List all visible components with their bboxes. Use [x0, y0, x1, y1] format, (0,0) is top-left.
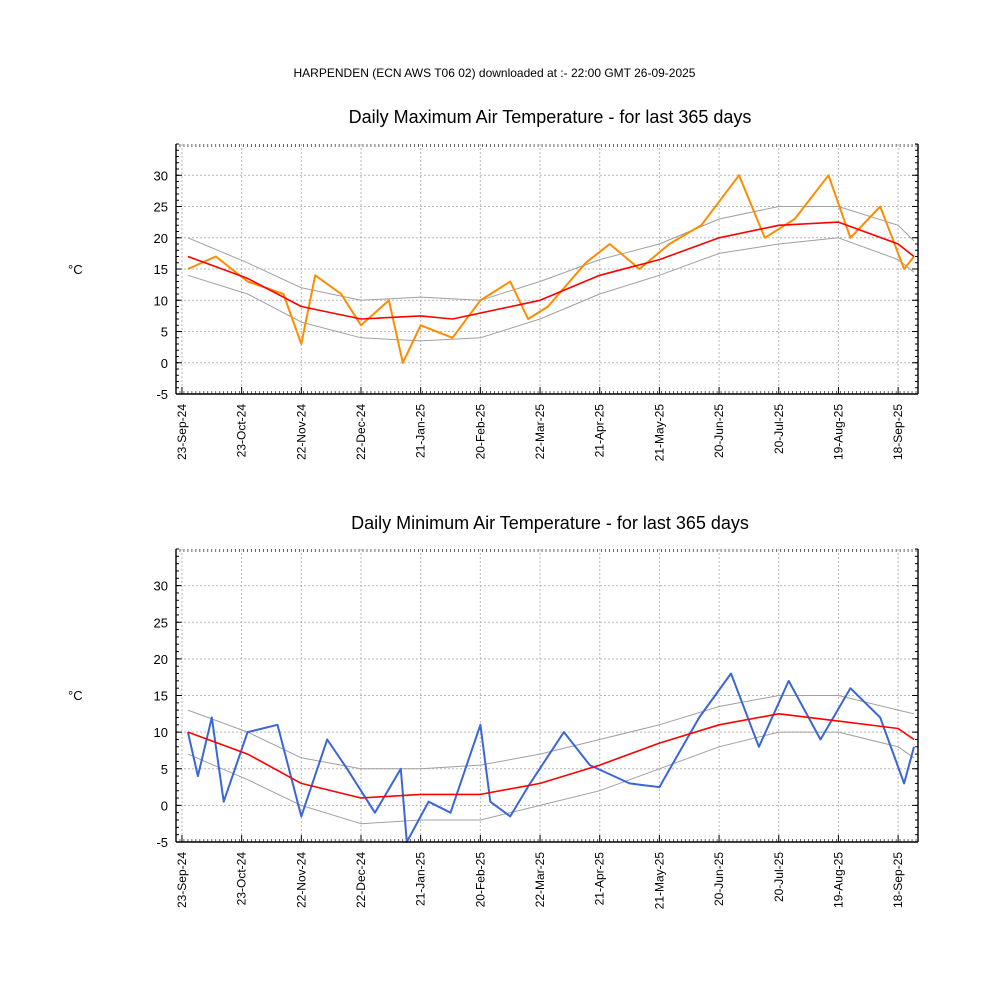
x-tick-label: 22-Dec-24 — [354, 404, 368, 460]
x-tick-label: 21-Jan-25 — [414, 852, 428, 906]
x-tick-label: 20-Jul-25 — [772, 404, 786, 454]
x-tick-label: 22-Nov-24 — [294, 852, 308, 908]
x-tick-label: 21-Apr-25 — [593, 852, 607, 906]
y-tick-label: -5 — [156, 835, 168, 850]
x-tick-label: 23-Sep-24 — [175, 404, 189, 460]
series-envelope-lower-line-max — [187, 237, 915, 342]
y-tick-label: 25 — [154, 200, 168, 215]
x-tick-label: 22-Dec-24 — [354, 852, 368, 908]
x-tick-label: 23-Sep-24 — [175, 852, 189, 908]
x-tick-label: 20-Feb-25 — [473, 404, 487, 460]
x-tick-label: 20-Jun-25 — [712, 852, 726, 906]
x-tick-label: 18-Sep-25 — [891, 852, 905, 908]
y-tick-label: -5 — [156, 387, 168, 402]
x-tick-label: 22-Mar-25 — [533, 404, 547, 460]
series-observed-line-min — [186, 672, 915, 843]
y-tick-label: 30 — [154, 168, 168, 183]
x-tick-label: 23-Oct-24 — [235, 852, 249, 906]
y-tick-label: 0 — [161, 798, 168, 813]
series-envelope-upper-line-min — [187, 695, 915, 770]
series-mean-line-max — [187, 221, 915, 320]
x-tick-label: 21-May-25 — [652, 404, 666, 462]
x-tick-label: 22-Nov-24 — [294, 404, 308, 460]
x-tick-label: 20-Feb-25 — [473, 852, 487, 908]
y-tick-label: 5 — [161, 762, 168, 777]
x-tick-label: 23-Oct-24 — [235, 404, 249, 458]
y-tick-label: 20 — [154, 231, 168, 246]
x-tick-label: 21-Jan-25 — [414, 404, 428, 458]
y-tick-label: 30 — [154, 579, 168, 594]
y-tick-label: 20 — [154, 652, 168, 667]
chart-title-max: Daily Maximum Air Temperature - for last… — [348, 107, 752, 127]
x-tick-label: 19-Aug-25 — [831, 852, 845, 908]
x-tick-label: 18-Sep-25 — [891, 404, 905, 460]
page-header: HARPENDEN (ECN AWS T06 02) downloaded at… — [293, 66, 696, 80]
x-tick-label: 22-Mar-25 — [533, 852, 547, 908]
series-observed-line-max — [187, 174, 915, 364]
chart-title-min: Daily Minimum Air Temperature - for last… — [351, 513, 749, 533]
series-mean-line-min — [187, 712, 915, 799]
y-axis-label-min: °C — [68, 688, 83, 703]
y-tick-label: 10 — [154, 293, 168, 308]
series-envelope-upper-line-max — [187, 206, 915, 301]
series-envelope-lower-line-min — [187, 731, 915, 825]
x-tick-label: 21-May-25 — [652, 852, 666, 910]
y-tick-label: 5 — [161, 325, 168, 340]
y-axis-label-max: °C — [68, 262, 83, 277]
x-tick-label: 20-Jun-25 — [712, 404, 726, 458]
y-tick-label: 15 — [154, 689, 168, 704]
y-tick-label: 10 — [154, 725, 168, 740]
y-tick-label: 15 — [154, 262, 168, 277]
x-tick-label: 19-Aug-25 — [831, 404, 845, 460]
x-tick-label: 21-Apr-25 — [593, 404, 607, 458]
y-tick-label: 25 — [154, 615, 168, 630]
y-tick-label: 0 — [161, 356, 168, 371]
x-tick-label: 20-Jul-25 — [772, 852, 786, 902]
